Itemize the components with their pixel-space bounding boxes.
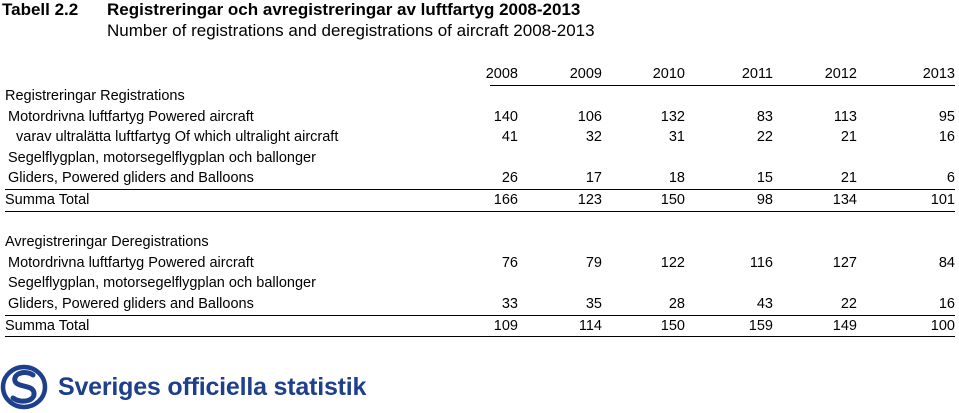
cell: 132	[660, 108, 685, 125]
row-label: Gliders, Powered gliders and Balloons	[8, 295, 254, 312]
cell: 18	[668, 170, 685, 187]
row-label: varav ultralätta luftfartyg Of which ult…	[16, 129, 339, 146]
row-label: Summa Total	[5, 317, 90, 334]
cell: 22	[840, 295, 857, 312]
cell: 166	[493, 191, 518, 208]
statistics-table: 2008 2009 2010 2011 2012 2013 Registreri…	[5, 64, 955, 338]
cell: 16	[938, 129, 955, 146]
cell: 109	[493, 317, 518, 334]
section-label: Avregistreringar Deregistrations	[5, 234, 209, 251]
cell: 123	[577, 191, 602, 208]
table-row: Gliders, Powered gliders and Balloons 26…	[5, 168, 955, 189]
cell: 31	[668, 129, 685, 146]
row-label: Segelflygplan, motorsegelflygplan och ba…	[8, 275, 316, 292]
table-row: Motordrivna luftfartyg Powered aircraft …	[5, 107, 955, 128]
year-header-row: 2008 2009 2010 2011 2012 2013	[5, 64, 955, 86]
cell: 33	[501, 295, 518, 312]
table-row: Avregistreringar Deregistrations	[5, 232, 955, 253]
cell: 26	[501, 170, 518, 187]
cell: 150	[660, 317, 685, 334]
table-title-text: Registreringar och avregistreringar av l…	[107, 0, 581, 19]
section-label: Registreringar Registrations	[5, 88, 185, 104]
total-row: Summa Total 109 114 150 159 149 100	[5, 314, 955, 338]
cell: 116	[749, 254, 773, 271]
cell: 15	[756, 170, 773, 187]
table-row: Gliders, Powered gliders and Balloons 33…	[5, 294, 955, 315]
row-label: Motordrivna luftfartyg Powered aircraft	[8, 254, 254, 271]
table-row: Motordrivna luftfartyg Powered aircraft …	[5, 253, 955, 274]
cell: 122	[660, 254, 685, 271]
cell: 17	[585, 170, 602, 187]
cell: 35	[585, 295, 602, 312]
year-header: 2013	[922, 66, 955, 82]
table-title: Tabell 2.2 Registreringar och avregistrer…	[2, 0, 580, 20]
cell: 28	[668, 295, 685, 312]
cell: 150	[660, 191, 685, 208]
sos-logo: Sveriges officiella statistik	[0, 364, 366, 410]
cell: 32	[585, 129, 602, 146]
cell: 79	[585, 254, 602, 271]
cell: 159	[748, 317, 773, 334]
logo-text: Sveriges officiella statistik	[58, 372, 367, 401]
cell: 113	[833, 108, 857, 125]
row-label: Motordrivna luftfartyg Powered aircraft	[8, 108, 254, 125]
year-header: 2011	[741, 66, 773, 82]
cell: 98	[756, 191, 773, 208]
year-header: 2008	[485, 66, 518, 82]
cell: 76	[501, 254, 518, 271]
header-divider	[490, 85, 955, 86]
cell: 100	[930, 317, 955, 334]
row-label: Summa Total	[5, 191, 90, 208]
cell: 22	[756, 129, 773, 146]
table-row: Segelflygplan, motorsegelflygplan och ba…	[5, 148, 955, 169]
year-header: 2010	[652, 66, 685, 82]
year-header: 2012	[824, 66, 857, 82]
cell: 6	[946, 170, 955, 187]
table-number: Tabell 2.2	[2, 0, 79, 19]
cell: 101	[930, 191, 955, 208]
cell: 106	[577, 108, 602, 125]
sos-logo-icon	[0, 364, 48, 410]
cell: 84	[938, 254, 955, 271]
cell: 21	[840, 129, 857, 146]
cell: 140	[493, 108, 518, 125]
spacer-row	[5, 212, 955, 233]
cell: 114	[578, 317, 602, 334]
cell: 95	[938, 108, 955, 125]
total-row: Summa Total 166 123 150 98 134 101	[5, 188, 955, 212]
row-label: Gliders, Powered gliders and Balloons	[8, 170, 254, 187]
cell: 134	[832, 191, 857, 208]
cell: 83	[756, 108, 773, 125]
cell: 21	[840, 170, 857, 187]
cell: 41	[501, 129, 518, 146]
table-row: Segelflygplan, motorsegelflygplan och ba…	[5, 273, 955, 294]
cell: 43	[756, 295, 773, 312]
cell: 16	[938, 295, 955, 312]
row-label: Segelflygplan, motorsegelflygplan och ba…	[8, 149, 316, 166]
year-header: 2009	[569, 66, 602, 82]
table-subtitle: Number of registrations and deregistrati…	[107, 21, 595, 40]
cell: 149	[832, 317, 857, 334]
table-row: Registreringar Registrations	[5, 86, 955, 107]
table-row: varav ultralätta luftfartyg Of which ult…	[5, 127, 955, 148]
cell: 127	[832, 254, 857, 271]
